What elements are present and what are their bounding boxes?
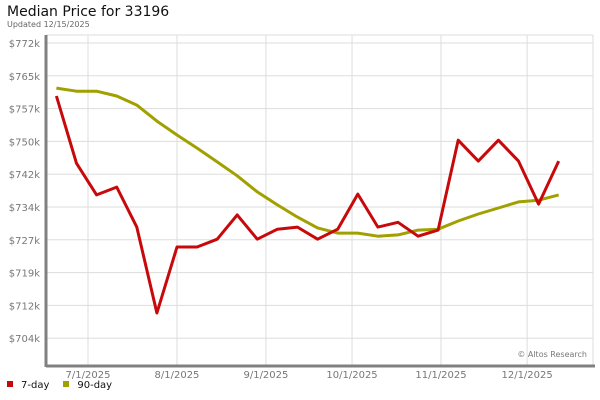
x-tick-label: 11/1/2025 (415, 370, 466, 381)
series-line-90-day (56, 86, 560, 238)
legend-swatch (63, 381, 70, 387)
y-tick-label: $704k (9, 334, 40, 345)
y-tick-label: $757k (9, 105, 40, 116)
chart-title: Median Price for 33196 (7, 4, 170, 20)
x-tick-label: 10/1/2025 (326, 370, 377, 381)
x-tick-label: 12/1/2025 (501, 370, 552, 381)
y-tick-label: $727k (9, 236, 40, 247)
x-tick-label: 9/1/2025 (243, 370, 288, 381)
series-line-7-day (54, 95, 561, 315)
legend-label: 7-day (21, 380, 50, 391)
legend-label: 90-day (77, 380, 113, 391)
y-tick-label: $719k (9, 269, 40, 280)
x-tick-label: 8/1/2025 (155, 370, 200, 381)
x-tick-label: 7/1/2025 (66, 370, 111, 381)
legend-swatch (7, 381, 13, 387)
chart-subtitle: Updated 12/15/2025 (7, 20, 90, 29)
y-tick-label: $772k (9, 39, 40, 50)
y-tick-label: $734k (9, 203, 40, 214)
watermark: © Altos Research (517, 350, 587, 359)
y-tick-label: $742k (9, 170, 40, 181)
legend-item-7-day: 7-day (7, 380, 49, 391)
y-tick-label: $750k (9, 137, 40, 148)
y-tick-label: $712k (9, 301, 40, 312)
legend-item-90-day: 90-day (63, 380, 112, 391)
y-tick-label: $765k (9, 72, 40, 83)
legend: 7-day 90-day (7, 380, 112, 391)
